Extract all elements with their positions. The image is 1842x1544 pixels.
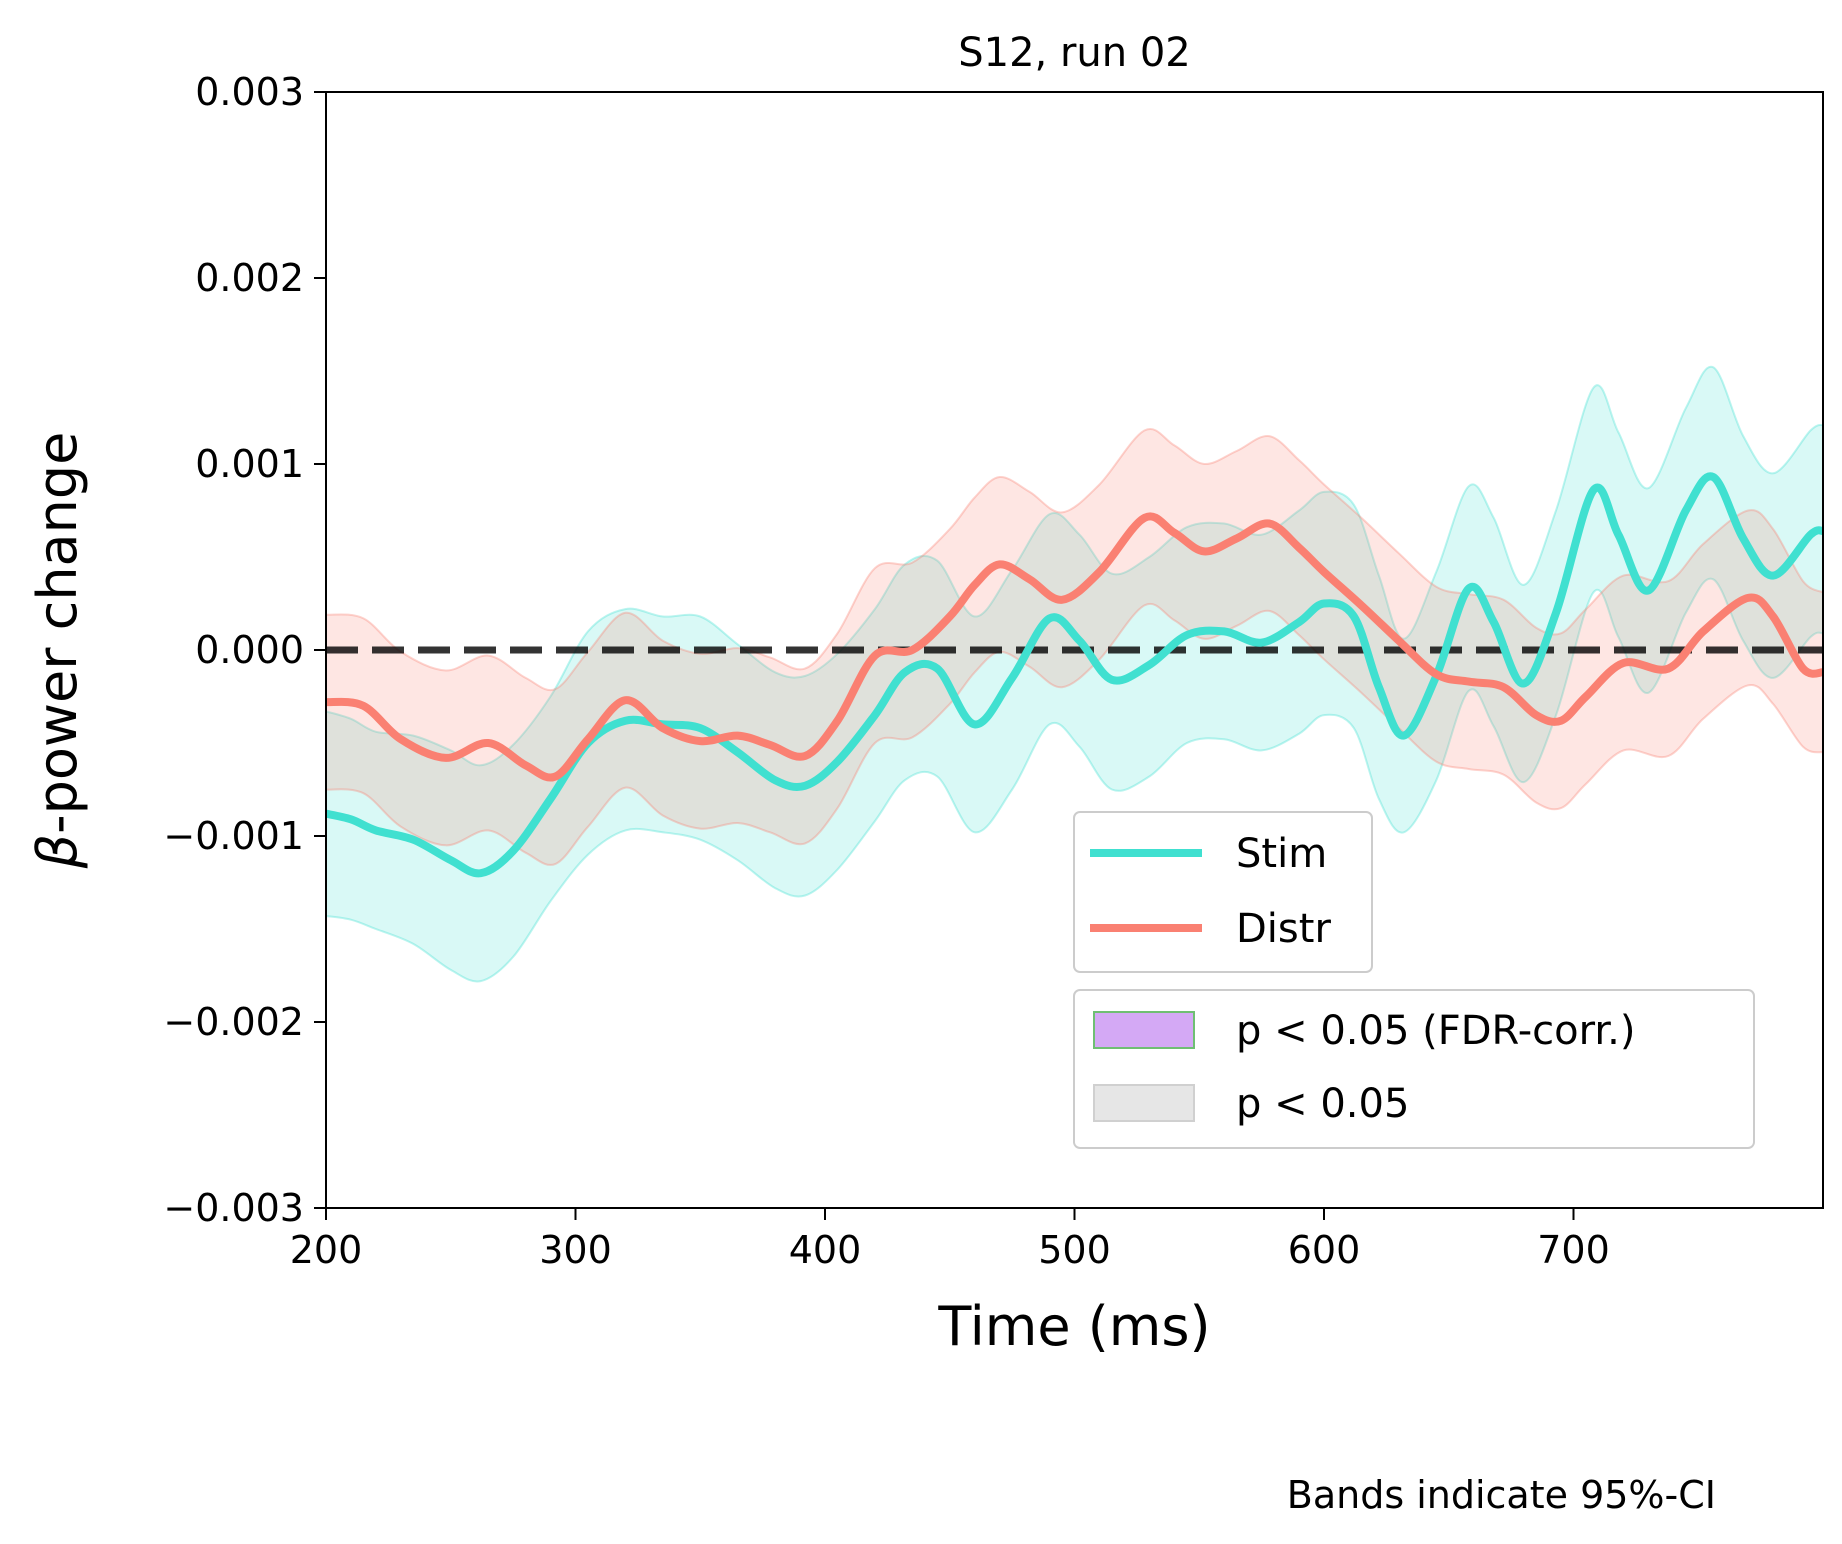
y-tick-label: 0.000	[195, 628, 304, 672]
x-axis-label: Time (ms)	[937, 1295, 1210, 1358]
x-axis: 200 300 400 500 600 700	[290, 1208, 1610, 1272]
footnote: Bands indicate 95%-CI	[1287, 1473, 1716, 1517]
legend-p-label: p < 0.05	[1236, 1081, 1409, 1127]
x-tick-label: 200	[290, 1228, 363, 1272]
y-tick-label: 0.003	[195, 70, 304, 114]
legend-series: Stim Distr	[1073, 811, 1373, 973]
legend-fdr-label: p < 0.05 (FDR-corr.)	[1236, 1008, 1635, 1054]
y-axis-label: β-power change	[26, 432, 89, 870]
y-tick-label: −0.001	[163, 814, 304, 858]
x-tick-label: 300	[539, 1228, 612, 1272]
x-tick-label: 500	[1038, 1228, 1111, 1272]
x-tick-label: 600	[1288, 1228, 1361, 1272]
chart-title: S12, run 02	[958, 30, 1190, 76]
legend-fdr-swatch	[1093, 1011, 1195, 1049]
y-axis-label-text: -power change	[26, 432, 89, 834]
y-tick-label: 0.002	[195, 256, 304, 300]
series-lines	[326, 472, 1823, 878]
line-distr	[326, 512, 1823, 782]
legend-significance: p < 0.05 (FDR-corr.) p < 0.05	[1073, 989, 1755, 1149]
legend-significance-box	[1073, 989, 1755, 1149]
x-tick-label: 400	[789, 1228, 862, 1272]
x-tick-label: 700	[1537, 1228, 1610, 1272]
y-axis-label-symbol: β	[26, 834, 89, 869]
y-tick-label: −0.003	[163, 1186, 304, 1230]
legend-distr-label: Distr	[1236, 906, 1331, 952]
legend-p-swatch	[1093, 1084, 1195, 1122]
y-tick-label: 0.001	[195, 442, 304, 486]
y-axis: −0.003 −0.002 −0.001 0.000 0.001 0.002 0.003	[163, 70, 326, 1230]
legend-stim-label: Stim	[1236, 831, 1327, 877]
y-tick-label: −0.002	[163, 1000, 304, 1044]
